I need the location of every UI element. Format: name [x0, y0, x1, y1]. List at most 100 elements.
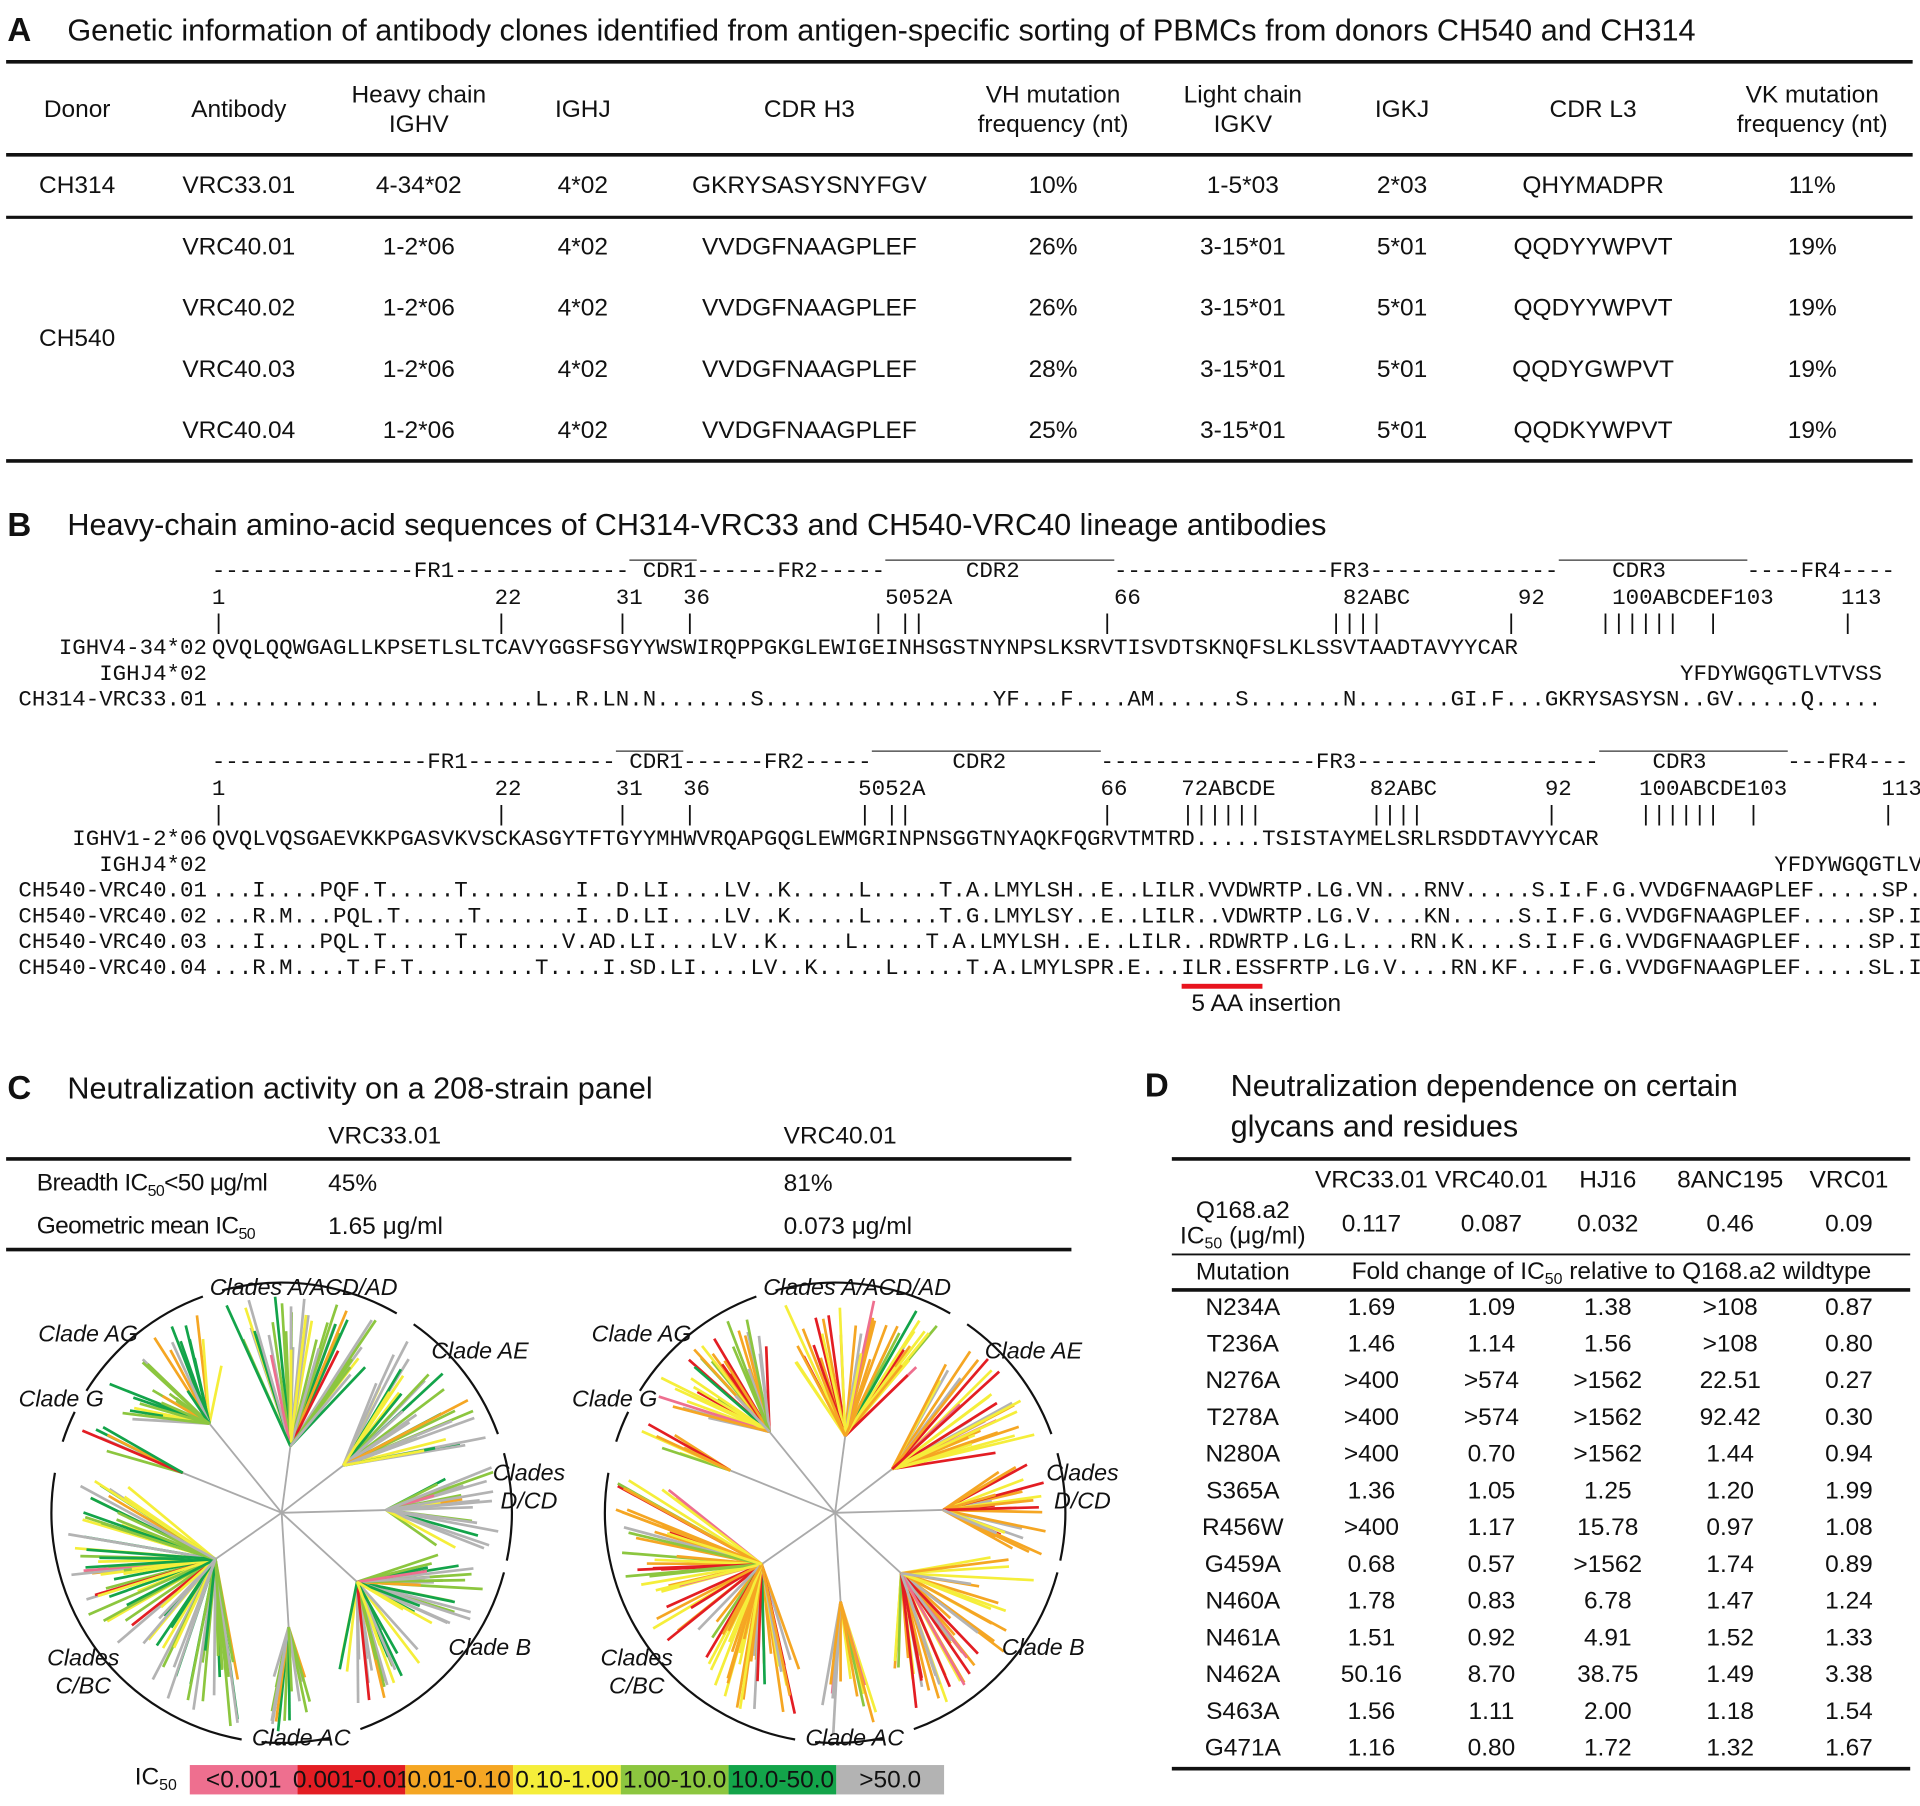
cell: 2.00: [1584, 1698, 1632, 1725]
clade-label: Clade B: [1002, 1634, 1085, 1660]
cell: 0.80: [1825, 1331, 1873, 1358]
sequence: QVQLQQWGAGLLKPSETLSLTCAVYGGSFSGYYWSWIRQP…: [212, 635, 1518, 661]
clade-arc: [814, 1736, 884, 1745]
column-header: VRC33.01: [328, 1122, 441, 1149]
cell: 4*02: [558, 356, 608, 383]
cell: 1.65 μg/ml: [328, 1213, 443, 1240]
clade-label: Clades: [47, 1644, 120, 1670]
tree-leaf: [891, 1370, 1001, 1470]
mutation: N234A: [1205, 1294, 1280, 1321]
cell: QQDKYWPVT: [1514, 417, 1673, 444]
legend-swatch: [297, 1765, 406, 1795]
clade-label: D/CD: [501, 1488, 558, 1514]
clade-arc: [221, 1281, 398, 1315]
panel-label: D: [1145, 1068, 1169, 1105]
cell: 1.99: [1825, 1477, 1873, 1504]
tree-leaf: [287, 1627, 293, 1692]
cell: >1562: [1573, 1441, 1642, 1468]
cell: 0.92: [1468, 1624, 1516, 1651]
cell: VVDGFNAAGPLEF: [702, 417, 917, 444]
tree-leaf: [697, 1563, 763, 1631]
tree-leaf: [342, 1398, 469, 1467]
panel-title: Heavy-chain amino-acid sequences of CH31…: [67, 508, 1326, 542]
cell: 1.54: [1825, 1698, 1873, 1725]
tree-leaf: [139, 1402, 210, 1425]
cell: 0.89: [1825, 1551, 1873, 1578]
clade-label: Clade G: [572, 1385, 657, 1411]
mutation: G459A: [1205, 1551, 1282, 1578]
cell: 15.78: [1577, 1514, 1638, 1541]
cell: 8.70: [1468, 1661, 1516, 1688]
tree-branch: [208, 1423, 283, 1514]
sequence-name: CH540-VRC40.03: [18, 929, 207, 955]
position-numbers: 1 22 31 36 5052A 66 82ABC 92 100ABCDEF10…: [212, 585, 1882, 611]
column-header: 8ANC195: [1677, 1166, 1783, 1193]
donor: CH314: [39, 172, 115, 199]
tree-leaf: [356, 1581, 419, 1651]
cell: 1.49: [1706, 1661, 1754, 1688]
tree-leaf: [666, 1563, 763, 1642]
text-part: 50: [238, 1226, 255, 1243]
cell: 1.44: [1706, 1441, 1754, 1468]
tree-leaf: [899, 1572, 952, 1688]
text-part: Fold change of IC: [1352, 1258, 1545, 1285]
mutation: N462A: [1205, 1661, 1280, 1688]
mutation: N460A: [1205, 1588, 1280, 1615]
column-header: HJ16: [1579, 1166, 1636, 1193]
tree-leaf: [839, 1601, 875, 1723]
tree-leaf: [742, 1563, 763, 1640]
tree-leaf: [247, 1299, 292, 1447]
column-header: VH mutation: [986, 82, 1121, 109]
position-ticks: | | | | | || | |||||| |||| | |||||| | |: [212, 802, 1895, 828]
column-header: VRC01: [1810, 1166, 1889, 1193]
fold-header: Fold change of IC50 relative to Q168.a2 …: [1352, 1258, 1872, 1288]
sequence-name: IGHJ4*02: [99, 661, 207, 687]
text-part: 50: [1205, 1236, 1223, 1253]
tree-leaf: [897, 1573, 903, 1668]
tree-leaf: [208, 1365, 223, 1424]
cell: 1.14: [1468, 1331, 1516, 1358]
clade-arc: [638, 1295, 757, 1392]
cell: 1.17: [1468, 1514, 1516, 1541]
text-part: <50 μg/ml: [164, 1170, 267, 1197]
cell: 1-5*03: [1207, 172, 1279, 199]
tree-leaf: [820, 1333, 847, 1437]
tree-leaf: [385, 1508, 499, 1533]
tree-leaf: [656, 1563, 763, 1621]
cell: 45%: [328, 1170, 377, 1197]
cell: 0.09: [1825, 1211, 1873, 1238]
tree-branch: [182, 1471, 282, 1514]
tree-leaf: [289, 1350, 340, 1447]
tree-leaf: [844, 1319, 921, 1437]
tree-leaf: [654, 1558, 762, 1566]
cell: 3.38: [1825, 1661, 1873, 1688]
tree-leaf: [355, 1581, 371, 1701]
tree-leaf: [271, 1626, 290, 1725]
clade-label: Clade AE: [985, 1338, 1083, 1364]
tree-leaf: [68, 1532, 216, 1561]
tree-leaf: [942, 1508, 1046, 1533]
tree-leaf: [271, 1321, 292, 1447]
cell: GKRYSASYSNYFGV: [692, 172, 927, 199]
tree-leaf: [628, 1479, 763, 1566]
clade-label: Clade AC: [252, 1724, 351, 1750]
tree-leaf: [801, 1328, 847, 1437]
legend-label: <0.001: [206, 1766, 282, 1793]
tree-leaf: [338, 1581, 359, 1670]
tree-branch: [768, 1431, 836, 1514]
clade-arc: [61, 1411, 76, 1442]
sequence-name: IGHV4-34*02: [59, 635, 207, 661]
tree-leaf: [342, 1413, 418, 1467]
cell: 1.11: [1469, 1698, 1515, 1725]
cell: 92.42: [1700, 1404, 1761, 1431]
clade-label: Clades: [493, 1459, 566, 1485]
cell: QHYMADPR: [1522, 172, 1663, 199]
panel-title: Neutralization dependence on certain: [1231, 1069, 1738, 1103]
cell: >108: [1703, 1331, 1758, 1358]
column-header: IGHJ: [555, 96, 611, 123]
tree-leaf: [692, 1385, 771, 1433]
cell: 1.05: [1468, 1477, 1516, 1504]
legend-swatch: [189, 1765, 298, 1795]
tree-leaf: [726, 1320, 771, 1433]
tree-leaf: [166, 1558, 217, 1699]
